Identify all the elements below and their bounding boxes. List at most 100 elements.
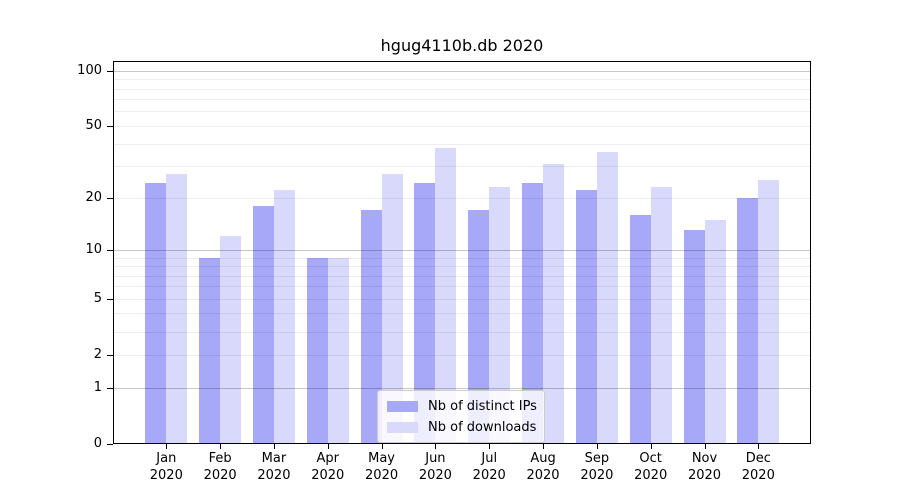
x-axis-year-label: 2020: [580, 468, 614, 483]
major-gridline: [113, 70, 811, 72]
x-axis-tick: [327, 444, 329, 449]
x-axis-year-label: 2020: [687, 468, 722, 483]
bar-distinct-ips: [575, 190, 597, 444]
x-axis-month-label: Apr: [316, 451, 340, 466]
bar-downloads: [489, 186, 511, 444]
bar-distinct-ips: [252, 205, 274, 444]
x-axis-month-label: Jun: [425, 451, 446, 466]
legend-swatch-downloads: [387, 421, 418, 433]
x-axis-tick: [489, 444, 491, 449]
legend: Nb of distinct IPs Nb of downloads: [377, 390, 545, 443]
bar-distinct-ips: [414, 183, 436, 444]
x-axis-year-label: 2020: [257, 468, 291, 483]
y-axis-tick: [107, 70, 113, 72]
legend-item-distinct-ips: Nb of distinct IPs: [387, 398, 537, 414]
x-axis-month-label: Jan: [156, 451, 177, 466]
y-axis-tick-label: 2: [93, 346, 102, 362]
y-axis-tick-label: 1: [93, 379, 102, 395]
bar-downloads: [381, 174, 403, 444]
x-axis-month-label: Oct: [639, 451, 662, 466]
x-axis-tick: [704, 444, 706, 449]
minor-gridline: [113, 99, 811, 101]
minor-gridline: [113, 313, 811, 315]
x-axis-year-label: 2020: [418, 468, 452, 483]
x-axis-tick: [273, 444, 275, 449]
y-axis-tick-label: 5: [93, 290, 102, 306]
bar-downloads: [596, 151, 618, 444]
y-axis-tick: [107, 125, 113, 127]
minor-gridline: [113, 298, 811, 300]
x-axis-tick: [166, 444, 168, 449]
minor-gridline: [113, 166, 811, 168]
y-axis-tick-label: 10: [85, 241, 102, 257]
legend-label-downloads: Nb of downloads: [428, 419, 537, 435]
x-axis-month-label: Aug: [530, 451, 556, 466]
bar-downloads: [166, 174, 188, 444]
minor-gridline: [113, 354, 811, 356]
y-axis-tick: [107, 387, 113, 389]
x-axis-year-label: 2020: [741, 468, 775, 483]
x-axis-year-label: 2020: [311, 468, 345, 483]
bar-distinct-ips: [522, 183, 544, 444]
x-axis-month-label: Feb: [208, 451, 232, 466]
bar-downloads: [220, 236, 242, 444]
x-axis-year-label: 2020: [472, 468, 506, 483]
y-axis-tick-label: 100: [77, 62, 102, 78]
y-axis-tick: [107, 298, 113, 300]
legend-item-downloads: Nb of downloads: [387, 419, 537, 435]
x-axis-month-label: May: [368, 451, 396, 466]
x-axis-month-label: Mar: [261, 451, 287, 466]
y-axis-tick-label: 20: [85, 189, 102, 205]
x-axis-year-label: 2020: [365, 468, 399, 483]
x-axis-year-label: 2020: [203, 468, 237, 483]
bar-downloads: [543, 163, 565, 444]
y-axis-tick: [107, 443, 113, 445]
minor-gridline: [113, 286, 811, 288]
minor-gridline: [113, 266, 811, 267]
x-axis-year-label: 2020: [149, 468, 183, 483]
bar-downloads: [650, 186, 672, 444]
x-axis-tick: [650, 444, 652, 449]
bar-distinct-ips: [199, 257, 221, 444]
minor-gridline: [113, 197, 811, 199]
bar-distinct-ips: [145, 183, 167, 444]
x-axis-month-label: Dec: [745, 451, 771, 466]
x-axis-tick: [435, 444, 437, 449]
bar-distinct-ips: [360, 210, 382, 444]
bar-downloads: [758, 180, 780, 444]
x-axis-month-label: Nov: [691, 451, 718, 466]
major-gridline: [113, 387, 811, 389]
x-axis-tick: [220, 444, 222, 449]
x-axis-tick: [381, 444, 383, 449]
minor-gridline: [113, 111, 811, 113]
x-axis-tick: [758, 444, 760, 449]
x-axis-tick: [543, 444, 545, 449]
legend-label-distinct-ips: Nb of distinct IPs: [428, 398, 537, 414]
minor-gridline: [113, 88, 811, 90]
x-axis-year-label: 2020: [634, 468, 668, 483]
y-axis-tick-label: 50: [85, 117, 102, 133]
minor-gridline: [113, 331, 811, 333]
bar-distinct-ips: [468, 210, 490, 444]
minor-gridline: [113, 275, 811, 277]
bar-downloads: [273, 190, 295, 444]
bar-distinct-ips: [683, 230, 705, 444]
bar-distinct-ips: [629, 214, 651, 444]
minor-gridline: [113, 143, 811, 145]
x-axis-year-label: 2020: [526, 468, 560, 483]
x-axis-tick: [596, 444, 598, 449]
x-axis-month-label: Jul: [481, 451, 498, 466]
bar-downloads: [327, 257, 349, 444]
major-gridline: [113, 249, 811, 251]
bar-distinct-ips: [737, 197, 759, 444]
minor-gridline: [113, 125, 811, 127]
minor-gridline: [113, 79, 811, 81]
y-axis-tick: [107, 249, 113, 251]
minor-gridline: [113, 257, 811, 259]
chart-title: hgug4110b.db 2020: [380, 36, 544, 55]
x-axis-month-label: Sep: [584, 451, 610, 466]
